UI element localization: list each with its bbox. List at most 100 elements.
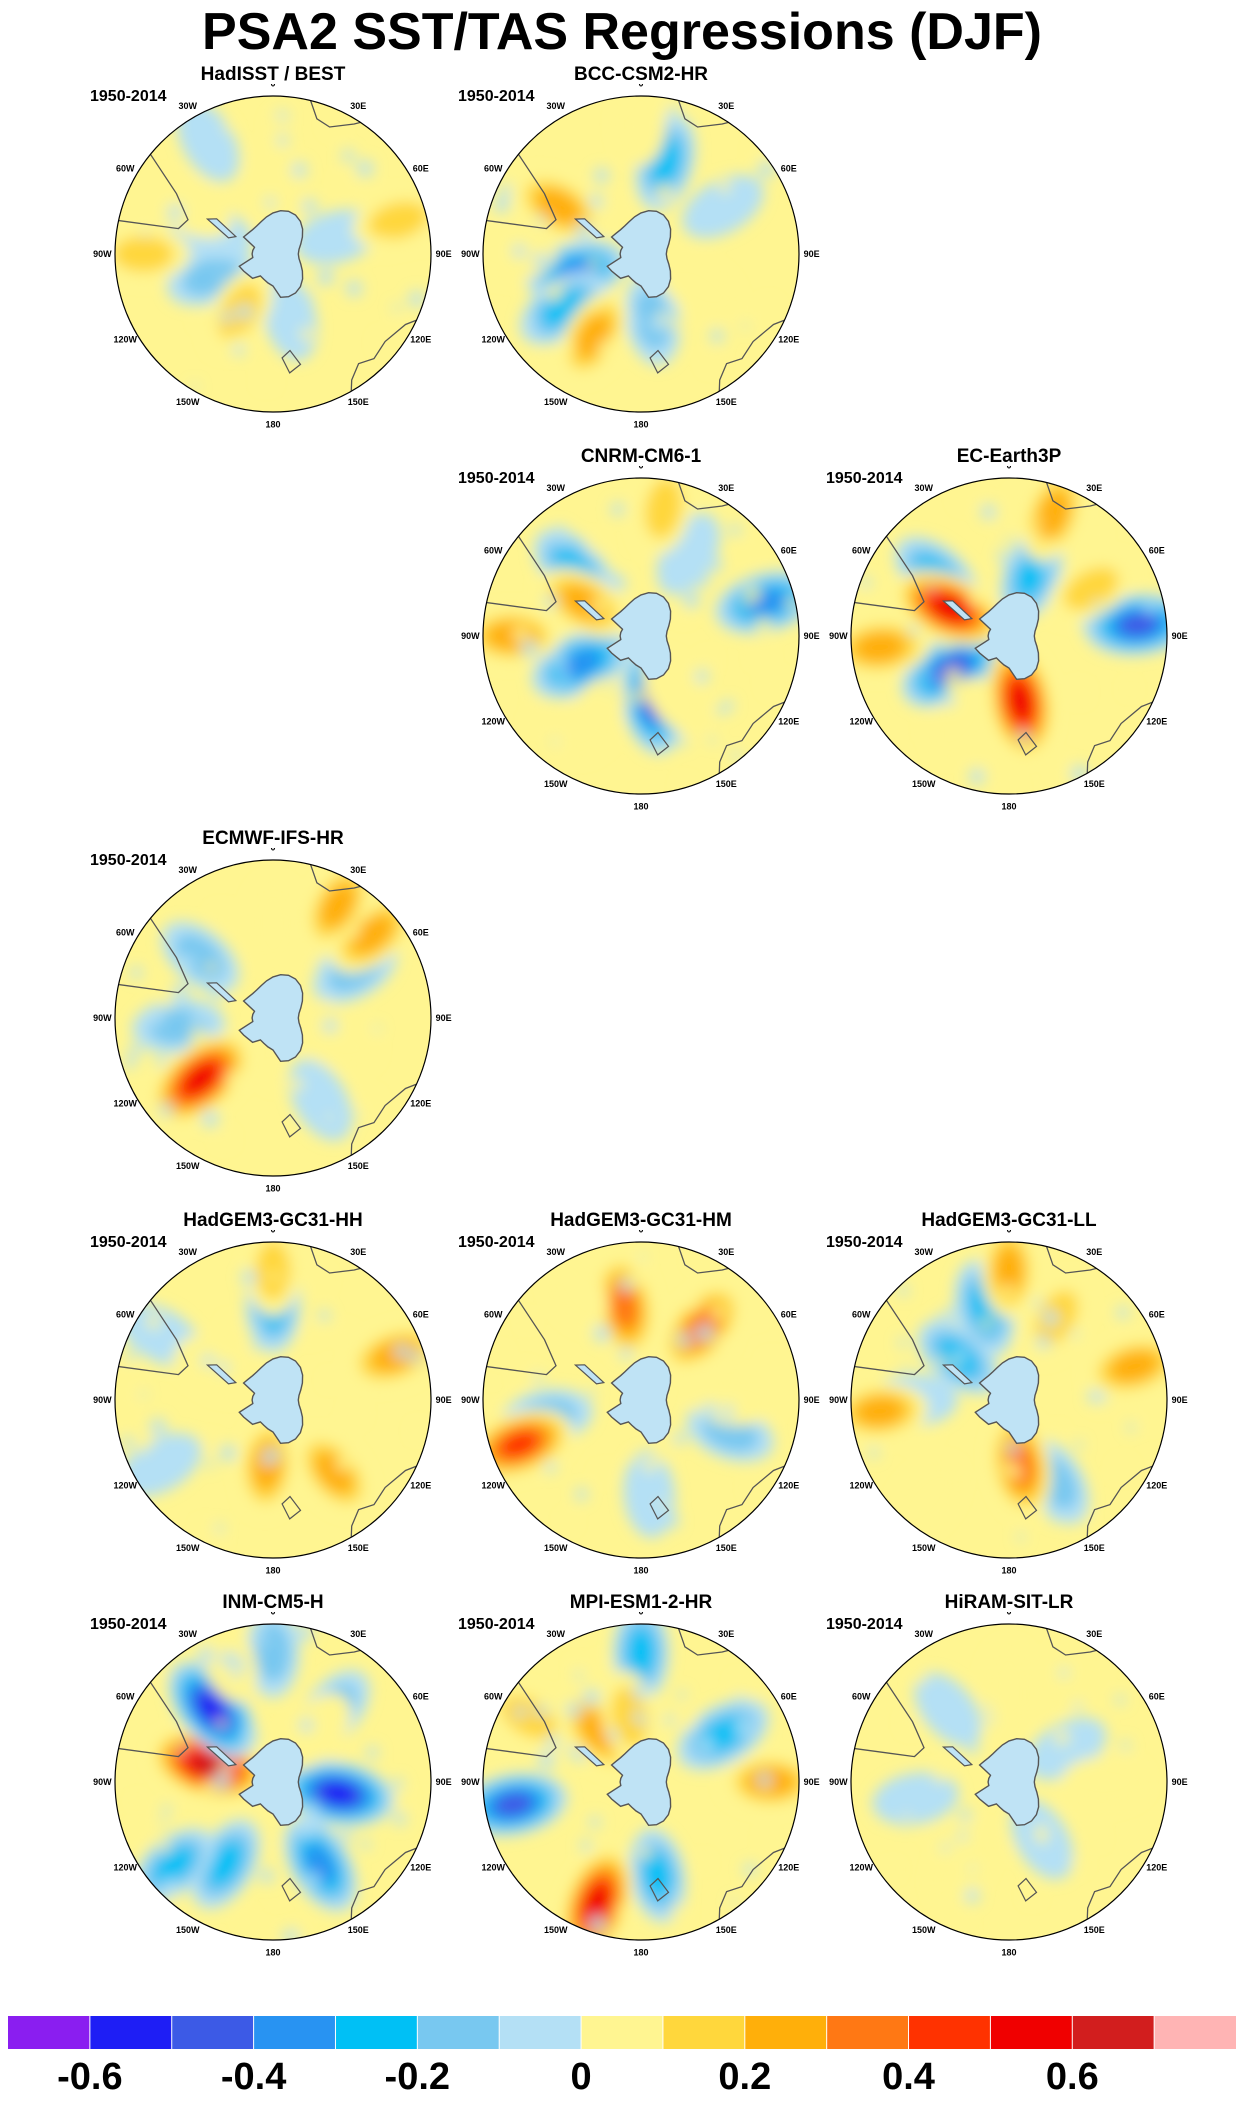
noise-patch: [212, 908, 229, 925]
longitude-label: 0: [1006, 1612, 1011, 1616]
noise-patch: [1073, 1702, 1083, 1712]
panel-period: 1950-2014: [826, 470, 903, 487]
noise-patch: [631, 1684, 648, 1700]
longitude-label: 120W: [849, 1480, 873, 1490]
longitude-label: 0: [638, 84, 643, 88]
noise-patch: [307, 1872, 321, 1886]
colorbar-bin: [581, 2016, 664, 2049]
longitude-label: 120W: [481, 1862, 505, 1872]
noise-patch: [198, 1528, 207, 1537]
anomaly-contour: [659, 256, 738, 318]
new-zealand-coast: [649, 349, 670, 374]
noise-patch: [567, 1745, 576, 1755]
noise-patch: [251, 1342, 260, 1351]
anomaly-contour: [198, 1694, 226, 1725]
noise-patch: [240, 1913, 251, 1924]
map-boundary: [114, 1623, 432, 1941]
noise-patch: [259, 1868, 275, 1884]
noise-patch: [746, 1306, 761, 1321]
noise-patch: [225, 1070, 243, 1089]
longitude-label: 90E: [1172, 1395, 1188, 1405]
noise-patch: [899, 1818, 909, 1828]
anomaly-contour: [192, 1754, 226, 1776]
noise-patch: [698, 1737, 715, 1753]
noise-patch: [715, 1333, 732, 1350]
noise-patch: [1040, 562, 1052, 574]
longitude-label: 30E: [1086, 1629, 1102, 1639]
noise-patch: [231, 1670, 241, 1680]
map-boundary: [850, 1241, 1168, 1559]
longitude-label: 150W: [176, 1161, 200, 1171]
longitude-label: 60E: [413, 164, 429, 174]
longitude-label: 90W: [829, 631, 848, 641]
noise-patch: [742, 323, 749, 330]
noise-patch: [322, 1018, 338, 1034]
polar-map: 0 30E 60E 90E 120E 150E 180 150W 120W 90W 60W 30W: [93, 84, 451, 430]
noise-patch: [554, 655, 568, 669]
noise-patch: [516, 1366, 534, 1384]
anomaly-contour: [494, 1792, 533, 1817]
longitude-label: 120W: [849, 1862, 873, 1872]
noise-patch: [677, 1690, 687, 1699]
longitude-label: 120E: [410, 1098, 431, 1108]
noise-patch: [116, 1391, 133, 1409]
noise-patch: [204, 223, 212, 231]
noise-patch: [1091, 1833, 1102, 1843]
noise-patch: [610, 502, 625, 517]
longitude-label: 120E: [1146, 1480, 1167, 1490]
noise-patch: [277, 134, 289, 146]
anomaly-contour: [153, 1846, 195, 1885]
longitude-label: 30E: [350, 1247, 366, 1257]
longitude-label: 150W: [544, 779, 568, 789]
anomaly-contour: [626, 1628, 656, 1677]
noise-patch: [159, 1102, 174, 1117]
longitude-label: 150E: [1084, 1925, 1105, 1935]
noise-patch: [649, 201, 659, 212]
antarctica-outline: [238, 973, 304, 1063]
noise-patch: [927, 583, 936, 591]
south-america-coast: [115, 146, 189, 230]
anomaly-contour: [500, 1431, 538, 1457]
panel-title: HadGEM3-GC31-LL: [921, 1210, 1097, 1231]
noise-patch: [392, 303, 401, 312]
noise-patch: [597, 1469, 607, 1480]
longitude-label: 180: [633, 802, 648, 812]
longitude-label: 120E: [410, 1480, 431, 1490]
panel-title: HiRAM-SIT-LR: [944, 1592, 1074, 1613]
noise-patch: [168, 1894, 178, 1905]
noise-patch: [981, 1317, 992, 1329]
longitude-label: 60W: [116, 1692, 135, 1702]
antarctic-peninsula: [573, 1746, 606, 1767]
longitude-label: 90E: [804, 631, 820, 641]
colorbar-bin: [89, 2016, 173, 2049]
new-zealand-coast: [1017, 1877, 1038, 1902]
noise-patch: [619, 1278, 633, 1292]
noise-patch: [747, 1478, 765, 1496]
noise-patch: [560, 672, 571, 682]
noise-patch: [186, 141, 203, 157]
noise-patch: [1074, 1498, 1084, 1507]
longitude-label: 120E: [778, 334, 799, 344]
panel-period: 1950-2014: [458, 470, 535, 487]
antarctica-outline: [974, 591, 1040, 681]
noise-patch: [631, 689, 646, 704]
longitude-label: 150W: [912, 1543, 936, 1553]
africa-coast: [1042, 478, 1107, 510]
noise-patch: [755, 617, 772, 634]
map-panel-inm: INM-CM5-H 1950-2014 0 30E 60E 90E 120E 150E 180 1…: [88, 1590, 458, 1970]
longitude-label: 0: [270, 1612, 275, 1616]
noise-patch: [299, 1718, 314, 1733]
longitude-label: 180: [265, 1184, 280, 1194]
noise-patch: [527, 718, 537, 729]
longitude-label: 150W: [176, 1925, 200, 1935]
noise-patch: [608, 192, 622, 206]
noise-patch: [588, 1388, 596, 1397]
noise-patch: [935, 1355, 945, 1365]
noise-patch: [298, 1821, 316, 1839]
noise-patch: [588, 685, 606, 703]
longitude-label: 60E: [781, 164, 797, 174]
longitude-label: 60W: [484, 1692, 503, 1702]
noise-patch: [284, 183, 297, 196]
antarctic-peninsula: [573, 218, 606, 239]
noise-patch: [760, 301, 777, 318]
